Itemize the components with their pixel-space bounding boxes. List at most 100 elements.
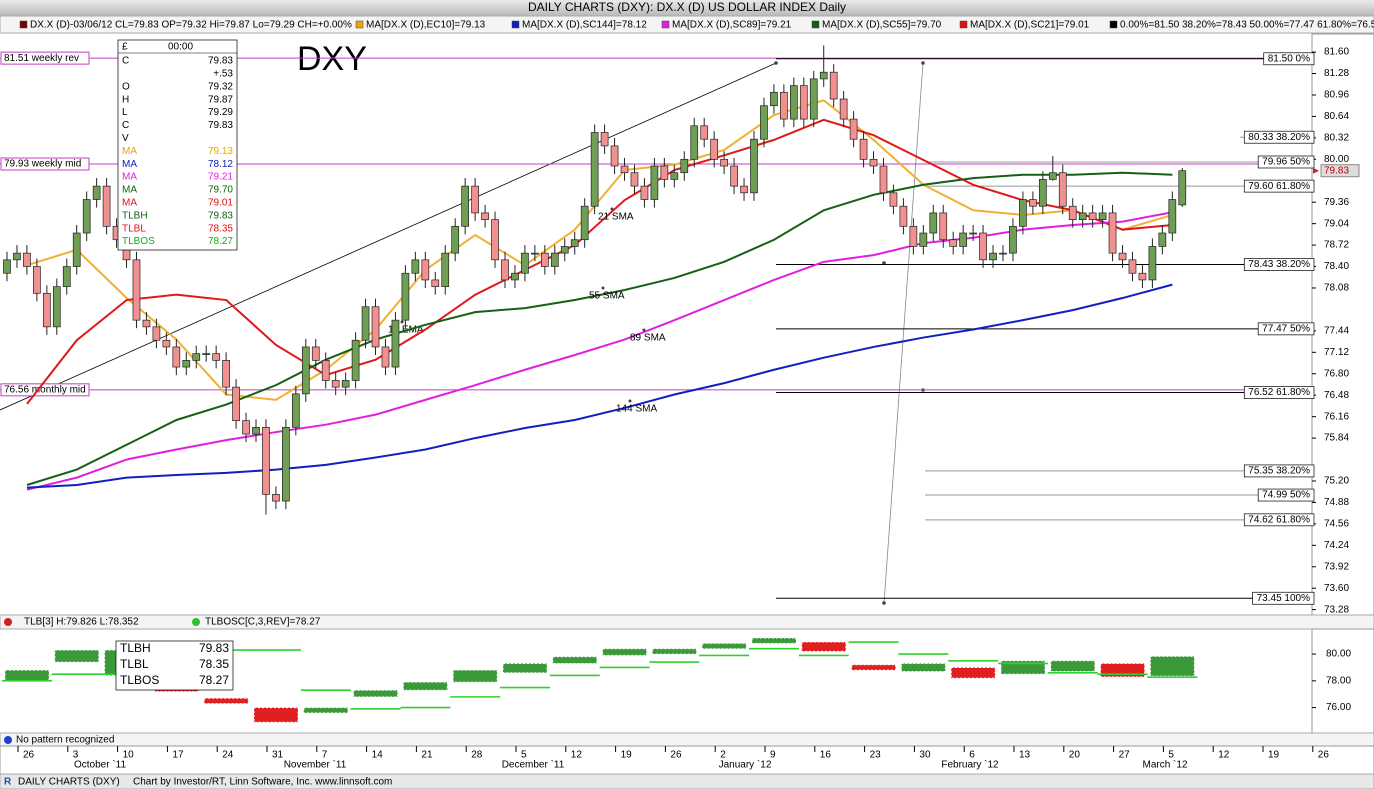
x-tick-label: 13 <box>1019 750 1031 761</box>
fib-label-box <box>1243 464 1315 478</box>
candle-body <box>1108 212 1117 254</box>
x-month-label: October `11 <box>74 759 126 771</box>
y-tick-label: 76.80 <box>1324 368 1349 379</box>
y-tick-label: 77.44 <box>1324 326 1349 337</box>
info-label: MA <box>122 198 137 209</box>
y-tick-label: 81.28 <box>1324 68 1349 79</box>
candle-body <box>550 252 559 267</box>
y-tick-label: 74.88 <box>1324 497 1349 508</box>
annotation-dot <box>610 207 614 211</box>
lower-info-box <box>115 640 234 691</box>
lower-header-bar <box>0 614 1374 630</box>
chart-title: DXY <box>297 40 367 78</box>
lower-info-value: 78.27 <box>199 673 229 687</box>
annotation-dot <box>628 399 632 403</box>
reference-label: 79.93 weekly mid <box>4 159 81 170</box>
candle-body <box>92 185 101 200</box>
fib-label-box <box>1263 52 1315 66</box>
candle-body <box>1148 246 1157 281</box>
date-axis <box>0 745 1374 775</box>
lower-info-value: 79.83 <box>199 641 229 655</box>
x-tick-label: 7 <box>322 750 328 761</box>
candle-body <box>809 78 818 120</box>
tlb-block <box>54 649 100 663</box>
candle-body <box>351 339 360 381</box>
candle-body <box>421 259 430 281</box>
candle-body <box>630 172 639 187</box>
candle-body <box>660 165 669 180</box>
y-tick-label: 73.92 <box>1324 561 1349 572</box>
fib-diagonal <box>883 62 924 604</box>
reference-label: 76.56 monthly mid <box>4 384 86 395</box>
fib-label-box <box>1243 386 1315 399</box>
y-tick-label: 76.16 <box>1324 411 1349 422</box>
x-tick-label: 19 <box>1268 750 1280 761</box>
candle-body <box>959 232 968 247</box>
info-label: C <box>122 120 129 131</box>
candle-body <box>919 232 928 247</box>
legend-swatch <box>19 20 28 29</box>
candle-body <box>799 85 808 120</box>
lower-info-label: TLBOS <box>120 673 159 687</box>
oscillator-header: TLBOSC[C,3,REV]=78.27 <box>205 617 321 628</box>
x-tick-label: 20 <box>1069 750 1081 761</box>
lower-y-tick-label: 78.00 <box>1326 675 1351 686</box>
candle-body <box>590 132 599 207</box>
title-bar <box>0 0 1374 16</box>
candle-body <box>560 246 569 254</box>
plot-layer: DX.X (D)-03/06/12 CL=79.83 OP=79.32 Hi=7… <box>0 20 1374 771</box>
tlb-block <box>552 656 598 664</box>
candle-body <box>232 386 240 422</box>
candle-body <box>780 91 788 120</box>
tlb-block <box>303 707 349 714</box>
y-tick-label: 73.60 <box>1324 583 1349 594</box>
info-value: 79.87 <box>208 94 233 105</box>
last-price-label: 79.83 <box>1324 165 1349 176</box>
x-tick-label: 5 <box>521 750 527 761</box>
candle-body <box>132 259 141 321</box>
x-tick-label: 5 <box>1168 750 1174 761</box>
candle-body <box>839 98 848 120</box>
x-tick-label: 27 <box>1119 750 1131 761</box>
candle-body <box>1019 199 1027 227</box>
candle-body <box>411 259 420 274</box>
tlb-block <box>950 666 996 679</box>
candle-body <box>33 266 41 294</box>
icon <box>4 736 12 744</box>
candle-body <box>1098 212 1107 220</box>
candle-body <box>989 252 997 261</box>
info-label: L <box>122 107 128 118</box>
info-label: MA <box>122 185 137 196</box>
candle-body <box>301 346 310 395</box>
y-tick-label: 78.08 <box>1324 283 1349 294</box>
candle-body <box>680 158 689 174</box>
candle-body <box>740 185 748 194</box>
candle-body <box>252 427 260 435</box>
candle-body <box>192 353 201 361</box>
legend-text: 0.00%=81.50 38.20%=78.43 50.00%=77.47 61… <box>1120 20 1374 31</box>
info-label: TLBOS <box>122 236 155 247</box>
candle-body <box>1068 205 1077 220</box>
fib-label: 79.96 50% <box>1262 157 1310 168</box>
candle-body <box>531 252 539 255</box>
x-tick-label: 16 <box>820 750 832 761</box>
candle-body <box>381 346 390 368</box>
candle-body <box>461 185 470 227</box>
candle-body <box>849 118 858 140</box>
tlb-block <box>4 669 50 682</box>
x-tick-label: 10 <box>123 750 135 761</box>
info-value: 79.29 <box>208 107 233 118</box>
status-bar <box>0 773 1374 789</box>
candle-body <box>1048 172 1057 180</box>
y-tick-label: 79.36 <box>1324 197 1349 208</box>
info-value: +.53 <box>213 69 233 80</box>
candle-body <box>471 185 479 214</box>
info-value: 79.70 <box>208 185 233 196</box>
candle-body <box>341 380 350 388</box>
anchor <box>882 601 886 605</box>
y-tick-label: 78.40 <box>1324 261 1349 272</box>
annotation-dot <box>642 328 646 332</box>
candle-body <box>361 306 370 341</box>
candle-body <box>491 219 499 261</box>
candle-body <box>720 158 728 167</box>
